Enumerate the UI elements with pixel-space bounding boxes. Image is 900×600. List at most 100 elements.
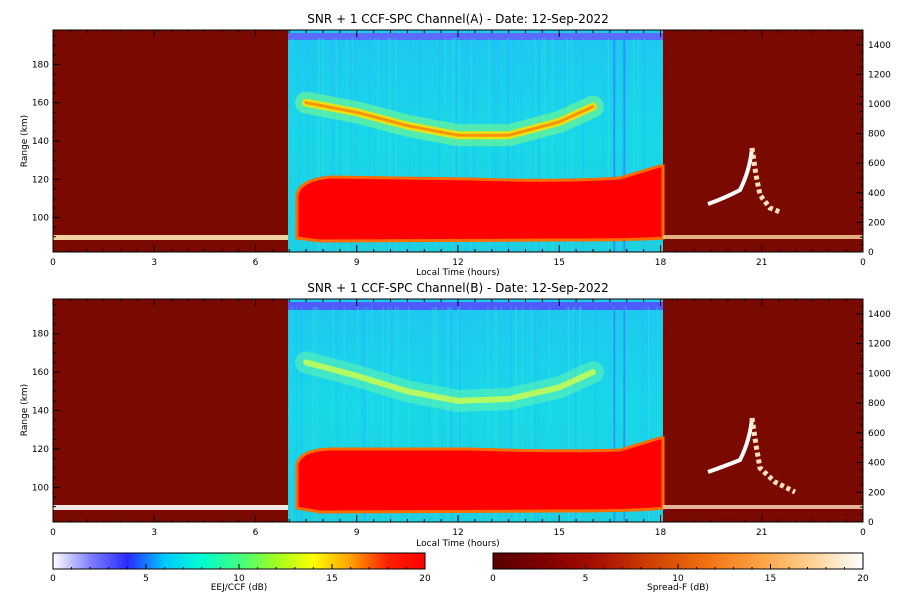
colorbar-spreadf-ticks: 0 5 10 15 20 [490, 564, 869, 584]
panel-b-title: SNR + 1 CCF-SPC Channel(B) - Date: 12-Se… [307, 281, 609, 295]
panel-a: SNR + 1 CCF-SPC Channel(A) - Date: 12-Se… [20, 12, 891, 278]
day-streak [447, 307, 449, 522]
day-dark-streak [613, 36, 616, 252]
y-tick-label: 140 [32, 407, 49, 417]
day-streak [582, 38, 584, 252]
day-streak [322, 38, 324, 252]
panel-b-spread-f-trail [749, 417, 797, 495]
panel-b-night-left [53, 299, 288, 522]
day-streak [352, 38, 354, 252]
day-streak [637, 38, 639, 252]
day-streak [580, 307, 582, 522]
x-tick-label: 3 [151, 258, 157, 268]
day-streak [419, 38, 421, 252]
day-streak [522, 307, 524, 522]
panel-b-night-right [663, 299, 863, 522]
panel-a-top-band [288, 33, 663, 40]
day-streak [538, 38, 540, 252]
day-streak [656, 307, 658, 522]
right-tick-label: 600 [868, 429, 885, 439]
day-streak [570, 38, 572, 252]
day-streak [332, 38, 334, 252]
colorbar-tick-label: 10 [672, 574, 684, 584]
day-streak [575, 307, 577, 522]
day-streak [500, 307, 502, 522]
day-streak [314, 307, 316, 522]
right-tick-label: 600 [868, 159, 885, 169]
day-streak [566, 38, 568, 252]
right-tick-label: 1400 [868, 310, 891, 320]
panel-a-title: SNR + 1 CCF-SPC Channel(A) - Date: 12-Se… [307, 12, 609, 26]
day-streak [647, 307, 649, 522]
colorbar-tick-label: 20 [857, 574, 869, 584]
y-tick-label: 180 [32, 60, 49, 70]
day-streak [655, 307, 657, 522]
day-streak [390, 307, 392, 522]
panel-b-top-band [288, 302, 663, 310]
colorbar-tick-label: 5 [143, 574, 149, 584]
y-tick-label: 180 [32, 330, 49, 340]
day-streak [316, 307, 318, 522]
day-streak [534, 307, 536, 522]
day-streak [565, 38, 567, 252]
panel-a-night-echo-right [663, 235, 863, 239]
panel-a-plot [53, 30, 863, 252]
x-tick-label: 0 [860, 258, 866, 268]
colorbar-tick-label: 0 [50, 574, 56, 584]
right-tick-label: 400 [868, 189, 885, 199]
day-streak [441, 307, 443, 522]
day-streak [495, 307, 497, 522]
panel-b-upper-echo [303, 359, 596, 404]
day-streak [459, 307, 461, 522]
day-streak [397, 307, 399, 522]
day-streak [315, 307, 317, 522]
day-streak [510, 307, 512, 522]
x-tick-label: 12 [452, 528, 463, 538]
colorbar-eej-ticks: 0 5 10 15 20 [50, 564, 431, 584]
day-streak [377, 38, 379, 252]
day-streak [389, 38, 391, 252]
colorbar-tick-label: 15 [326, 574, 337, 584]
y-tick-label: 100 [32, 214, 49, 224]
day-streak [439, 38, 441, 252]
day-streak [408, 307, 410, 522]
right-tick-label: 1200 [868, 340, 891, 350]
colorbar-eej: 0 5 10 15 20 EEJ/CCF (dB) [50, 552, 431, 593]
day-streak [306, 38, 308, 252]
day-streak [298, 38, 300, 252]
day-streak [459, 307, 461, 522]
panel-a-night-echo-left [53, 235, 288, 240]
day-streak [565, 307, 567, 522]
day-streak [542, 38, 544, 252]
day-streak [469, 307, 471, 522]
day-streak [301, 307, 303, 522]
day-streak [365, 307, 367, 522]
day-streak [387, 38, 389, 252]
day-streak [449, 307, 451, 522]
day-dark-streak [623, 305, 626, 522]
day-streak [625, 307, 627, 522]
day-dark-streak [623, 36, 626, 252]
day-streak [296, 307, 298, 522]
colorbar-spreadf-label: Spread-F (dB) [647, 583, 709, 593]
right-tick-label: 800 [868, 130, 885, 140]
day-streak [572, 307, 574, 522]
colorbar-spreadf: 0 5 10 15 20 Spread-F (dB) [490, 552, 869, 593]
day-streak [351, 38, 353, 252]
colorbar-tick-label: 5 [583, 574, 589, 584]
day-streak [579, 307, 581, 522]
y-tick-label: 100 [32, 483, 49, 493]
day-streak [515, 307, 517, 522]
day-streak [292, 307, 294, 522]
day-streak [382, 307, 384, 522]
day-streak [363, 307, 365, 522]
panel-b-xlabel: Local Time (hours) [416, 539, 499, 549]
x-tick-label: 9 [354, 258, 360, 268]
day-streak [435, 307, 437, 522]
day-streak [313, 38, 315, 252]
day-streak [343, 307, 345, 522]
day-streak [444, 38, 446, 252]
x-tick-label: 21 [756, 258, 767, 268]
panel-a-ylabel: Range (km) [20, 115, 30, 167]
